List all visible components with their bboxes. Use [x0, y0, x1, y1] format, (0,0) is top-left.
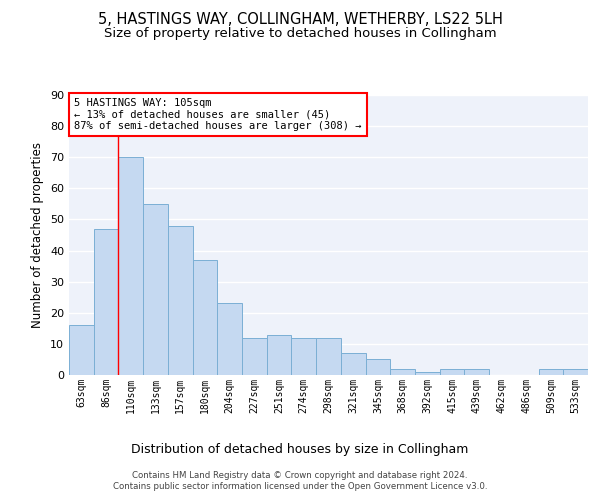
Bar	[168, 226, 193, 375]
Bar	[464, 369, 489, 375]
Bar	[217, 304, 242, 375]
Bar	[316, 338, 341, 375]
Bar	[267, 334, 292, 375]
Y-axis label: Number of detached properties: Number of detached properties	[31, 142, 44, 328]
Text: 5, HASTINGS WAY, COLLINGHAM, WETHERBY, LS22 5LH: 5, HASTINGS WAY, COLLINGHAM, WETHERBY, L…	[98, 12, 502, 28]
Text: Contains public sector information licensed under the Open Government Licence v3: Contains public sector information licen…	[113, 482, 487, 491]
Bar	[69, 325, 94, 375]
Bar	[118, 157, 143, 375]
Bar	[94, 229, 118, 375]
Text: Size of property relative to detached houses in Collingham: Size of property relative to detached ho…	[104, 27, 496, 40]
Bar	[539, 369, 563, 375]
Bar	[193, 260, 217, 375]
Text: Distribution of detached houses by size in Collingham: Distribution of detached houses by size …	[131, 442, 469, 456]
Bar	[242, 338, 267, 375]
Bar	[341, 353, 365, 375]
Text: Contains HM Land Registry data © Crown copyright and database right 2024.: Contains HM Land Registry data © Crown c…	[132, 471, 468, 480]
Bar	[365, 360, 390, 375]
Text: 5 HASTINGS WAY: 105sqm
← 13% of detached houses are smaller (45)
87% of semi-det: 5 HASTINGS WAY: 105sqm ← 13% of detached…	[74, 98, 362, 131]
Bar	[390, 369, 415, 375]
Bar	[143, 204, 168, 375]
Bar	[563, 369, 588, 375]
Bar	[440, 369, 464, 375]
Bar	[415, 372, 440, 375]
Bar	[292, 338, 316, 375]
